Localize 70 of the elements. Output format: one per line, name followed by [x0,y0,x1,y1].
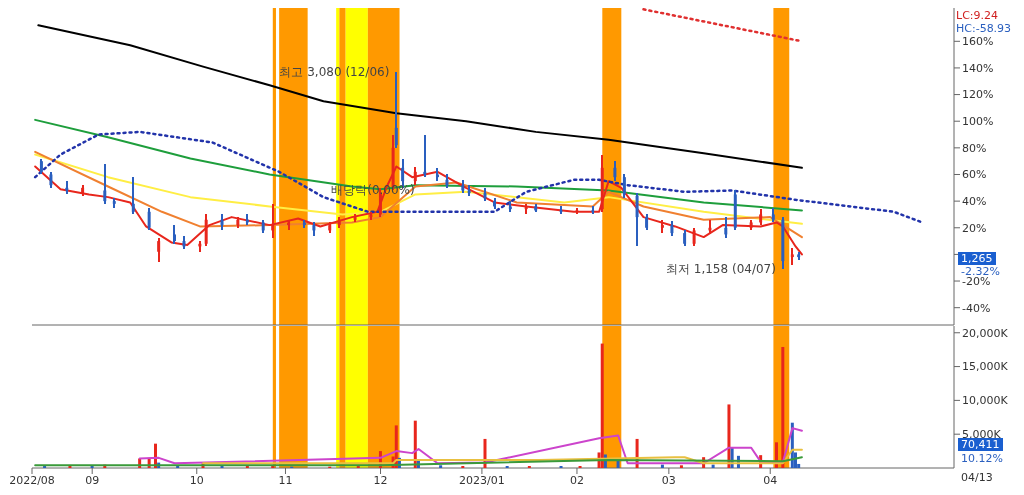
x-tick-label: 04 [763,473,778,487]
y-tick-label: 10,000K [962,394,1009,408]
bar [439,465,443,468]
y-tick-label: 160% [962,35,994,49]
x-tick-label: 2023/01 [459,473,505,487]
line-series [34,153,803,225]
y-tick-label: -20% [962,274,991,288]
line-series [34,150,803,239]
y-tick-label: 120% [962,88,994,102]
bar [176,465,180,468]
candlestick [622,173,626,200]
bar [559,465,563,468]
bar [245,465,249,468]
bar [578,465,582,468]
bar [527,465,531,468]
x-tick-label: 12 [373,473,388,487]
bar [43,465,47,468]
candlestick [147,206,151,232]
text: 04/13 [960,471,994,484]
bar [781,346,785,468]
candlestick [103,162,107,205]
x-tick-label: 11 [278,473,293,487]
candlestick [172,224,176,245]
text: HC:-58.93 [956,22,1012,35]
candlestick [204,213,208,248]
x-tick-label: 02 [569,473,584,487]
bar [616,460,620,468]
line-series [33,130,924,224]
text: 10.12% [960,452,1004,465]
x-tick-label: 03 [661,473,676,487]
candlestick [394,70,398,149]
candlestick [613,160,617,183]
y-tick-label: 40% [962,195,987,209]
candlestick [271,202,275,240]
y-tick-label: 15,000K [962,360,1009,374]
bar [461,465,465,468]
text: 1,265 [958,252,996,266]
y-tick-label: 20% [962,221,987,235]
y-tick-label: -40% [962,301,991,315]
candlestick [635,192,639,248]
candlestick [157,237,161,264]
bar [68,465,72,468]
bar [356,465,360,468]
x-tick-label: 09 [85,473,100,487]
text: 70,411 [958,438,1003,451]
bar [660,464,664,468]
candlestick [493,197,496,211]
bar [600,343,604,468]
y-tick-label: 140% [962,61,994,75]
x-tick-label: 10 [189,473,204,487]
y-tick-label: 80% [962,141,987,155]
bar [711,464,715,468]
x-tick-label: 2022/08 [9,473,55,487]
bar [90,465,94,468]
candlestick [692,226,696,248]
bar [505,465,509,468]
y-tick-label: 100% [962,115,994,129]
y-tick-label: 20,000K [962,326,1009,340]
candlestick [131,176,135,216]
bar [679,465,683,468]
candlestick [724,216,728,240]
line-series [34,118,803,212]
line-series [37,24,803,169]
bar [220,465,224,468]
y-tick-label: 60% [962,168,987,182]
bar [727,404,731,468]
line-series [138,427,803,465]
text: LC:9.24 [956,9,999,22]
line-series [34,456,803,467]
line-series [202,448,803,465]
